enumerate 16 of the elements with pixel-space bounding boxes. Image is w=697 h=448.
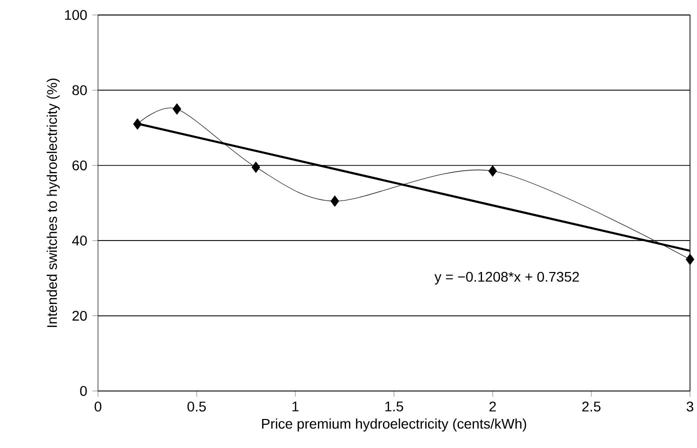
y-tick-label: 0 bbox=[80, 386, 87, 396]
x-tick-label: 1 bbox=[292, 402, 299, 412]
x-axis-title: Price premium hydroelectricity (cents/kWh) bbox=[262, 418, 526, 432]
x-tick-label: 0 bbox=[94, 402, 102, 412]
y-tick-label: 80 bbox=[72, 85, 87, 96]
x-tick-label: 3 bbox=[686, 402, 694, 412]
y-tick-label: 60 bbox=[72, 160, 87, 170]
y-tick-label: 20 bbox=[72, 310, 87, 321]
y-axis-title: Intended switches to hydroelectricity (%) bbox=[46, 78, 60, 327]
x-tick-label: 0.5 bbox=[187, 402, 206, 412]
annotation: y = −0.1208*x + 0.7352 bbox=[434, 272, 579, 285]
x-tick-label: 2 bbox=[489, 402, 496, 412]
x-tick-label: 1.5 bbox=[385, 402, 404, 412]
y-tick-label: 100 bbox=[65, 10, 87, 20]
y-tick-label: 40 bbox=[72, 236, 87, 246]
x-tick-label: 2.5 bbox=[582, 402, 600, 412]
